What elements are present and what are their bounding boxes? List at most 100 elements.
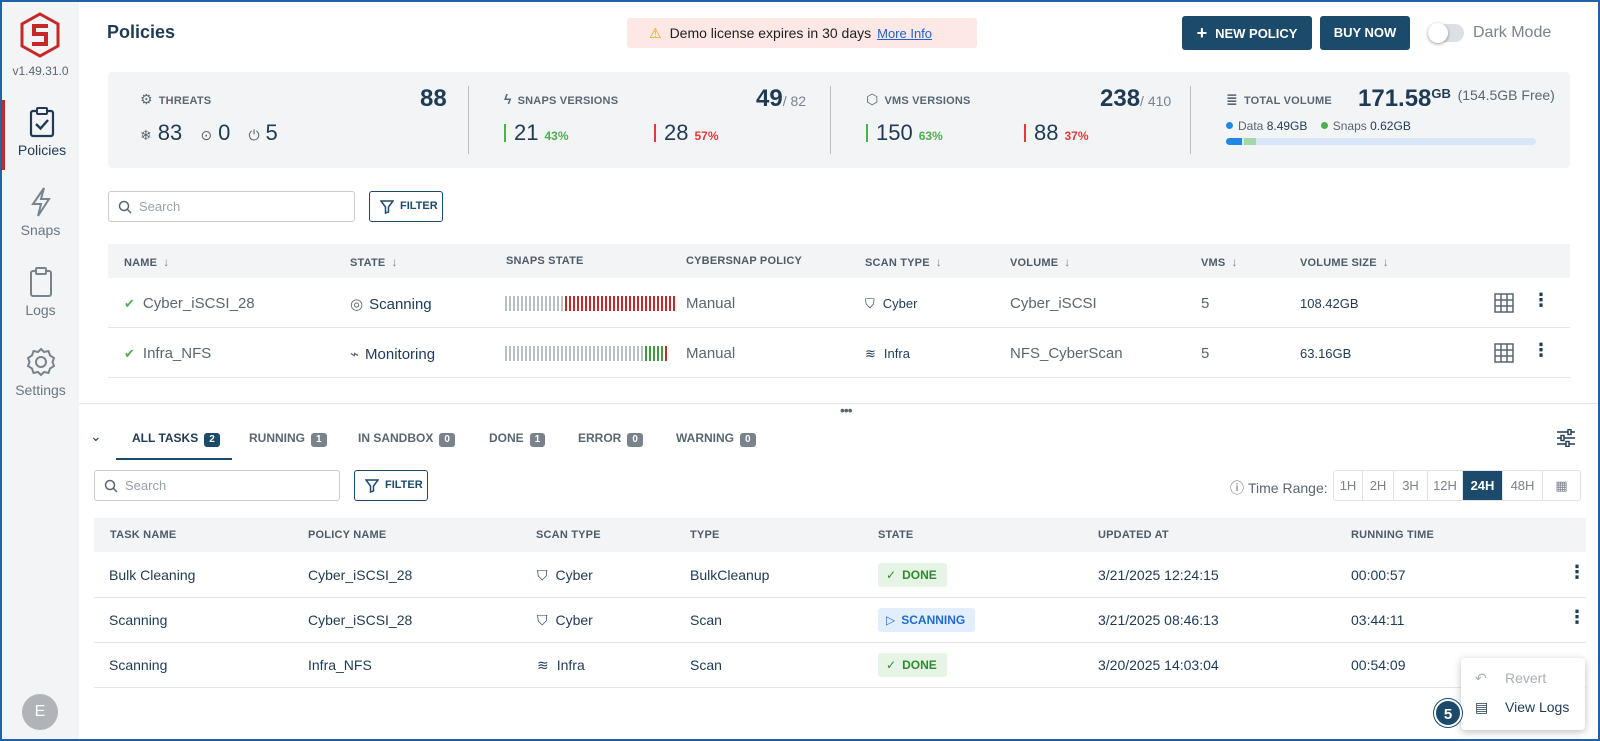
tab-error[interactable]: ERROR 0 — [578, 431, 643, 447]
snap-tick — [609, 346, 611, 361]
stat-divider — [830, 86, 831, 154]
snap-tick — [665, 346, 667, 361]
chevron-down-icon[interactable]: ⌄ — [90, 428, 102, 444]
column-header-name[interactable]: NAME ↓ — [124, 255, 170, 269]
help-circle-icon: ⓘ — [1230, 480, 1244, 496]
shield-icon: ⛉ — [537, 567, 548, 583]
column-header-running-time: RUNNING TIME — [1351, 529, 1435, 541]
time-option-1h[interactable]: 1H — [1334, 471, 1363, 500]
policies-filter-button[interactable]: FILTER — [369, 191, 443, 222]
menu-item-view-logs[interactable]: ▤ View Logs — [1475, 699, 1570, 715]
license-banner: ⚠ Demo license expires in 30 days More Inf… — [627, 18, 977, 48]
menu-item-revert[interactable]: ↶ Revert — [1475, 670, 1547, 686]
policy-name[interactable]: ✔ Infra_NFS — [124, 345, 212, 362]
play-icon: ▷ — [886, 613, 896, 627]
policy-volume-size: 108.42GB — [1300, 296, 1359, 311]
banner-text: Demo license expires in 30 days — [669, 25, 872, 41]
tasks-filter-button[interactable]: FILTER — [354, 470, 428, 501]
snap-tick — [573, 296, 575, 311]
cybersnap-policy: Manual — [686, 295, 736, 312]
threats-header: ⚙ THREATS — [140, 91, 212, 107]
vms-versions-header: ⬡ VMS VERSIONS — [866, 91, 971, 107]
column-header-volume[interactable]: VOLUME ↓ — [1010, 255, 1071, 269]
sliders-icon[interactable] — [1556, 429, 1576, 447]
sidebar-item-label: Snaps — [20, 222, 61, 238]
task-row[interactable]: Scanning Infra_NFS ≋ Infra Scan ✓ DONE 3/2… — [94, 643, 1586, 688]
table-row[interactable]: ✔ Cyber_iSCSI_28 ◎ Scanning Manual ⛉ Cyber … — [108, 279, 1570, 328]
snap-tick — [529, 346, 531, 361]
task-name: Scanning — [109, 657, 168, 673]
snap-tick — [521, 346, 523, 361]
snap-tick — [569, 346, 571, 361]
monitoring-icon: ⌁ — [350, 346, 360, 363]
policies-search-input[interactable]: Search — [108, 191, 355, 222]
policy-volume: NFS_CyberScan — [1010, 345, 1123, 362]
lightning-icon — [30, 187, 51, 217]
table-row[interactable]: ✔ Infra_NFS ⌁ Monitoring Manual ≋ Infra NFS… — [108, 329, 1570, 378]
snap-tick — [613, 296, 615, 311]
snap-tick — [549, 296, 551, 311]
snap-tick — [561, 296, 563, 311]
snap-tick — [625, 296, 627, 311]
policy-volume: Cyber_iSCSI — [1010, 295, 1097, 312]
grid-icon[interactable] — [1494, 343, 1514, 363]
column-header-state[interactable]: STATE ↓ — [350, 255, 398, 269]
snap-tick — [605, 296, 607, 311]
column-header-volume-size[interactable]: VOLUME SIZE ↓ — [1300, 255, 1389, 269]
snap-tick — [653, 296, 655, 311]
snap-tick — [617, 346, 619, 361]
row-menu-icon[interactable]: ⋮ — [1532, 340, 1550, 360]
grid-icon[interactable] — [1494, 293, 1514, 313]
tasks-search-input[interactable]: Search — [94, 470, 340, 501]
calendar-icon[interactable]: ▦ — [1555, 478, 1568, 493]
more-info-link[interactable]: More Info — [877, 26, 933, 41]
policy-name[interactable]: ✔ Cyber_iSCSI_28 — [124, 295, 255, 312]
tab-warning[interactable]: WARNING 0 — [676, 431, 756, 447]
tab-done[interactable]: DONE 1 — [489, 431, 546, 447]
task-type: Scan — [690, 657, 722, 673]
stat-divider — [468, 86, 469, 154]
snap-tick — [673, 296, 675, 311]
tab-running[interactable]: RUNNING 1 — [249, 431, 327, 447]
status-badge: ▷ SCANNING — [878, 608, 976, 632]
snap-tick — [633, 346, 635, 361]
snaps-clean: 21 43% — [504, 120, 569, 146]
avatar[interactable]: E — [22, 694, 58, 730]
time-option-48h[interactable]: 48H — [1503, 471, 1543, 500]
column-header-vms[interactable]: VMS ↓ — [1201, 255, 1238, 269]
power-icon: ⏻ — [248, 127, 260, 143]
sidebar-item-settings[interactable]: Settings — [2, 342, 79, 412]
task-updated-at: 3/21/2025 08:46:13 — [1098, 612, 1219, 628]
snaps-state-bar — [505, 346, 667, 361]
policies-table-header: NAME ↓ STATE ↓ SNAPS STATE CYBERSNAP POLIC… — [108, 244, 1570, 278]
snap-tick — [577, 346, 579, 361]
row-menu-icon[interactable]: ⋮ — [1532, 290, 1550, 310]
row-menu-icon[interactable]: ⋮ — [1568, 607, 1586, 627]
time-option-12h[interactable]: 12H — [1428, 471, 1463, 500]
snap-tick — [553, 296, 555, 311]
snap-tick — [613, 346, 615, 361]
task-row[interactable]: Scanning Cyber_iSCSI_28 ⛉ Cyber Scan ▷ SCA… — [94, 598, 1586, 643]
upload-icon: ⊙ — [200, 127, 213, 143]
tab-in-sandbox[interactable]: IN SANDBOX 0 — [358, 431, 455, 447]
column-header-scan-type[interactable]: SCAN TYPE ↓ — [865, 255, 942, 269]
snap-tick — [581, 346, 583, 361]
buy-now-button[interactable]: BUY NOW — [1320, 16, 1410, 50]
column-header-cybersnap-policy: CYBERSNAP POLICY — [686, 255, 803, 267]
resize-handle-icon[interactable]: ••• — [840, 402, 853, 418]
time-option-24h[interactable]: 24H — [1463, 471, 1503, 500]
sidebar-item-policies[interactable]: Policies — [2, 100, 79, 170]
sidebar-item-snaps[interactable]: Snaps — [2, 182, 79, 252]
snap-tick — [661, 296, 663, 311]
row-menu-icon[interactable]: ⋮ — [1568, 562, 1586, 582]
column-header-snaps-state: SNAPS STATE — [506, 255, 584, 267]
snap-tick — [509, 296, 511, 311]
dark-mode-toggle[interactable] — [1428, 23, 1464, 43]
new-policy-button[interactable]: + NEW POLICY — [1182, 16, 1312, 50]
snap-tick — [517, 346, 519, 361]
time-option-2h[interactable]: 2H — [1363, 471, 1394, 500]
sidebar-item-logs[interactable]: Logs — [2, 262, 79, 332]
time-option-3h[interactable]: 3H — [1394, 471, 1428, 500]
tab-all-tasks[interactable]: ALL TASKS 2 — [132, 431, 220, 447]
task-row[interactable]: Bulk Cleaning Cyber_iSCSI_28 ⛉ Cyber Bulk… — [94, 553, 1586, 598]
